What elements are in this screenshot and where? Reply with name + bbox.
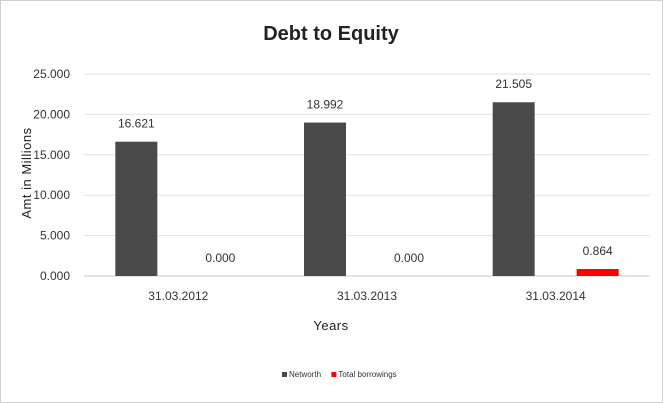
y-tick-label: 10.000 xyxy=(33,188,70,202)
y-tick-label: 5.000 xyxy=(40,229,70,243)
data-label: 0.864 xyxy=(583,244,613,258)
x-category-label: 31.03.2014 xyxy=(526,289,586,303)
legend-label: Networth xyxy=(289,370,321,379)
y-tick-label: 25.000 xyxy=(33,67,70,81)
data-label: 21.505 xyxy=(495,77,532,91)
chart-title: Debt to Equity xyxy=(263,23,399,45)
y-tick-label: 20.000 xyxy=(33,107,70,121)
networth-bar xyxy=(492,102,535,277)
legend-swatch xyxy=(331,372,337,377)
data-label: 18.992 xyxy=(307,98,344,112)
x-axis-categories: 31.03.2012 31.03.2013 31.03.2014 xyxy=(148,289,586,303)
y-axis-title: Amt in Millions xyxy=(19,127,34,218)
x-category-label: 31.03.2012 xyxy=(148,289,208,303)
bars xyxy=(115,102,619,277)
y-tick-label: 0.000 xyxy=(40,269,70,283)
x-category-label: 31.03.2013 xyxy=(337,289,397,303)
data-label: 0.000 xyxy=(205,251,235,265)
networth-bar xyxy=(304,122,346,276)
legend: Networth Total borrowings xyxy=(282,370,397,379)
data-label: 16.621 xyxy=(118,117,155,131)
legend-swatch xyxy=(282,372,287,377)
networth-bar xyxy=(115,141,158,276)
gridlines xyxy=(84,73,650,277)
x-axis-title: Years xyxy=(313,318,348,333)
legend-label: Total borrowings xyxy=(338,370,396,379)
data-label: 0.000 xyxy=(394,251,424,265)
y-axis-ticks: 0.000 5.000 10.000 15.000 20.000 25.000 xyxy=(33,67,70,283)
data-labels: 16.621 0.000 18.992 0.000 21.505 0.864 xyxy=(118,77,613,265)
y-tick-label: 15.000 xyxy=(33,148,70,162)
total-borrowings-bar xyxy=(576,269,619,276)
